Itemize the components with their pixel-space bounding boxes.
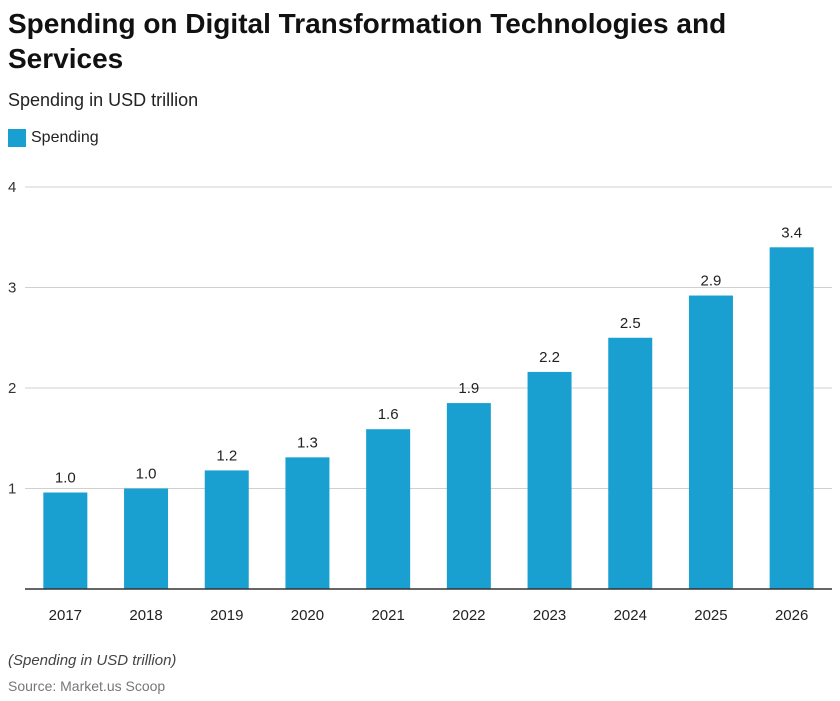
bar-2018 <box>124 488 169 589</box>
x-tick-label: 2025 <box>694 607 727 624</box>
data-label: 2.5 <box>620 315 641 332</box>
legend-label: Spending <box>31 129 99 146</box>
data-label: 1.6 <box>378 406 399 423</box>
bar-2017 <box>43 492 88 589</box>
data-label: 1.0 <box>136 466 157 483</box>
bar-2025 <box>688 295 733 589</box>
y-tick-label: 2 <box>8 380 16 397</box>
data-label: 2.2 <box>539 349 560 366</box>
x-tick-label: 2018 <box>129 607 162 624</box>
bar-2020 <box>285 457 330 589</box>
bar-2019 <box>204 470 249 589</box>
data-label: 1.0 <box>55 470 76 487</box>
bar-2026 <box>769 247 814 590</box>
x-tick-label: 2026 <box>775 607 808 624</box>
x-tick-label: 2023 <box>533 607 566 624</box>
data-label: 1.3 <box>297 434 318 451</box>
x-tick-label: 2017 <box>49 607 82 624</box>
bar-2022 <box>446 403 491 589</box>
source-text: Source: Market.us Scoop <box>8 678 166 694</box>
data-label: 1.2 <box>216 447 237 464</box>
y-tick-label: 3 <box>8 280 16 297</box>
bar-2023 <box>527 371 572 589</box>
x-tick-label: 2021 <box>371 607 404 624</box>
y-tick-label: 1 <box>8 481 16 498</box>
y-tick-label: 4 <box>8 179 16 196</box>
data-label: 3.4 <box>781 224 802 241</box>
x-tick-label: 2022 <box>452 607 485 624</box>
x-tick-label: 2019 <box>210 607 243 624</box>
chart-subtitle: Spending in USD trillion <box>8 90 199 110</box>
bar-2024 <box>608 337 653 589</box>
bar-2021 <box>366 429 411 589</box>
chart-note: (Spending in USD trillion) <box>8 652 177 669</box>
x-tick-label: 2020 <box>291 607 324 624</box>
chart-title: Spending on Digital Transformation Techn… <box>8 8 727 74</box>
x-tick-label: 2024 <box>614 607 647 624</box>
data-label: 2.9 <box>701 273 722 290</box>
data-label: 1.9 <box>458 380 479 397</box>
legend-swatch <box>8 129 26 147</box>
legend: Spending <box>8 129 99 147</box>
